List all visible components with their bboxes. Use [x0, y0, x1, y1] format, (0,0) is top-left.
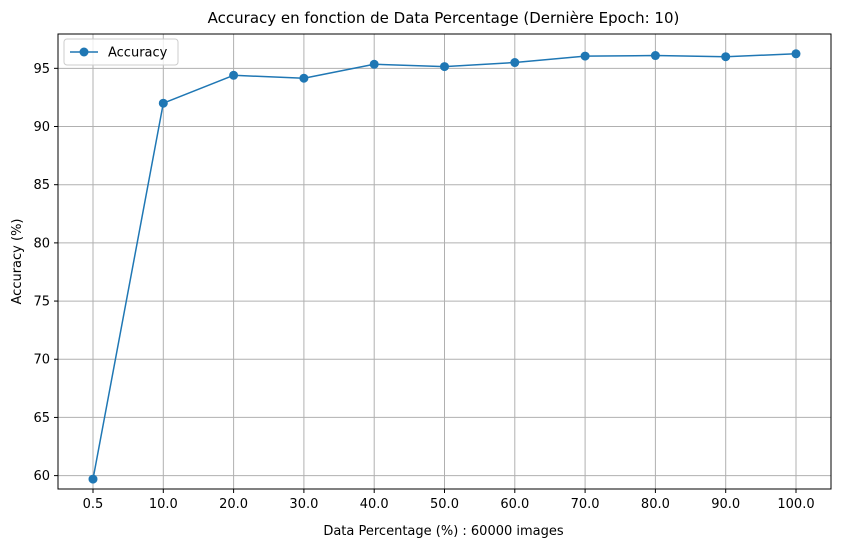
y-tick-label: 70	[33, 353, 50, 368]
data-point	[299, 73, 309, 83]
y-tick-label: 85	[33, 178, 50, 193]
x-tick-label: 50.0	[430, 497, 459, 512]
data-point	[510, 58, 520, 68]
x-tick-label: 10.0	[149, 497, 178, 512]
data-point	[650, 51, 660, 61]
x-tick-label: 30.0	[289, 497, 318, 512]
legend-box	[63, 38, 179, 66]
y-axis-ticks: 60 65 70 75 80 85 90 95	[33, 62, 58, 484]
x-tick-label: 80.0	[641, 497, 670, 512]
x-axis-label: Data Percentage (%) : 60000 images	[323, 524, 564, 539]
data-point	[158, 98, 168, 108]
legend-marker-swatch	[79, 47, 89, 57]
y-tick-label: 90	[33, 120, 50, 135]
x-tick-label: 40.0	[360, 497, 389, 512]
legend-label-accuracy: Accuracy	[108, 46, 168, 61]
x-tick-label: 90.0	[711, 497, 740, 512]
x-tick-label: 0.5	[83, 497, 104, 512]
x-tick-label: 70.0	[571, 497, 600, 512]
y-tick-label: 80	[33, 236, 50, 251]
y-axis-label: Accuracy (%)	[10, 219, 25, 305]
y-tick-label: 65	[33, 411, 50, 426]
y-tick-label: 95	[33, 62, 50, 77]
data-point	[721, 52, 731, 62]
x-tick-label: 100.0	[777, 497, 814, 512]
x-axis-ticks: 0.5 10.0 20.0 30.0 40.0 50.0 60.0 70.0 80.0 90.0 1…	[83, 489, 815, 512]
chart-title: Accuracy en fonction de Data Percentage …	[208, 9, 680, 27]
data-point	[369, 59, 379, 69]
y-tick-label: 60	[33, 469, 50, 484]
data-point	[229, 70, 239, 80]
x-tick-label: 20.0	[219, 497, 248, 512]
series-layer	[88, 49, 801, 484]
data-point	[580, 51, 590, 61]
grid	[58, 34, 831, 489]
x-tick-label: 60.0	[500, 497, 529, 512]
data-point	[88, 474, 98, 484]
data-point	[440, 62, 449, 72]
data-point	[791, 49, 801, 59]
legend: Accuracy	[63, 38, 179, 66]
y-tick-label: 75	[33, 295, 50, 310]
